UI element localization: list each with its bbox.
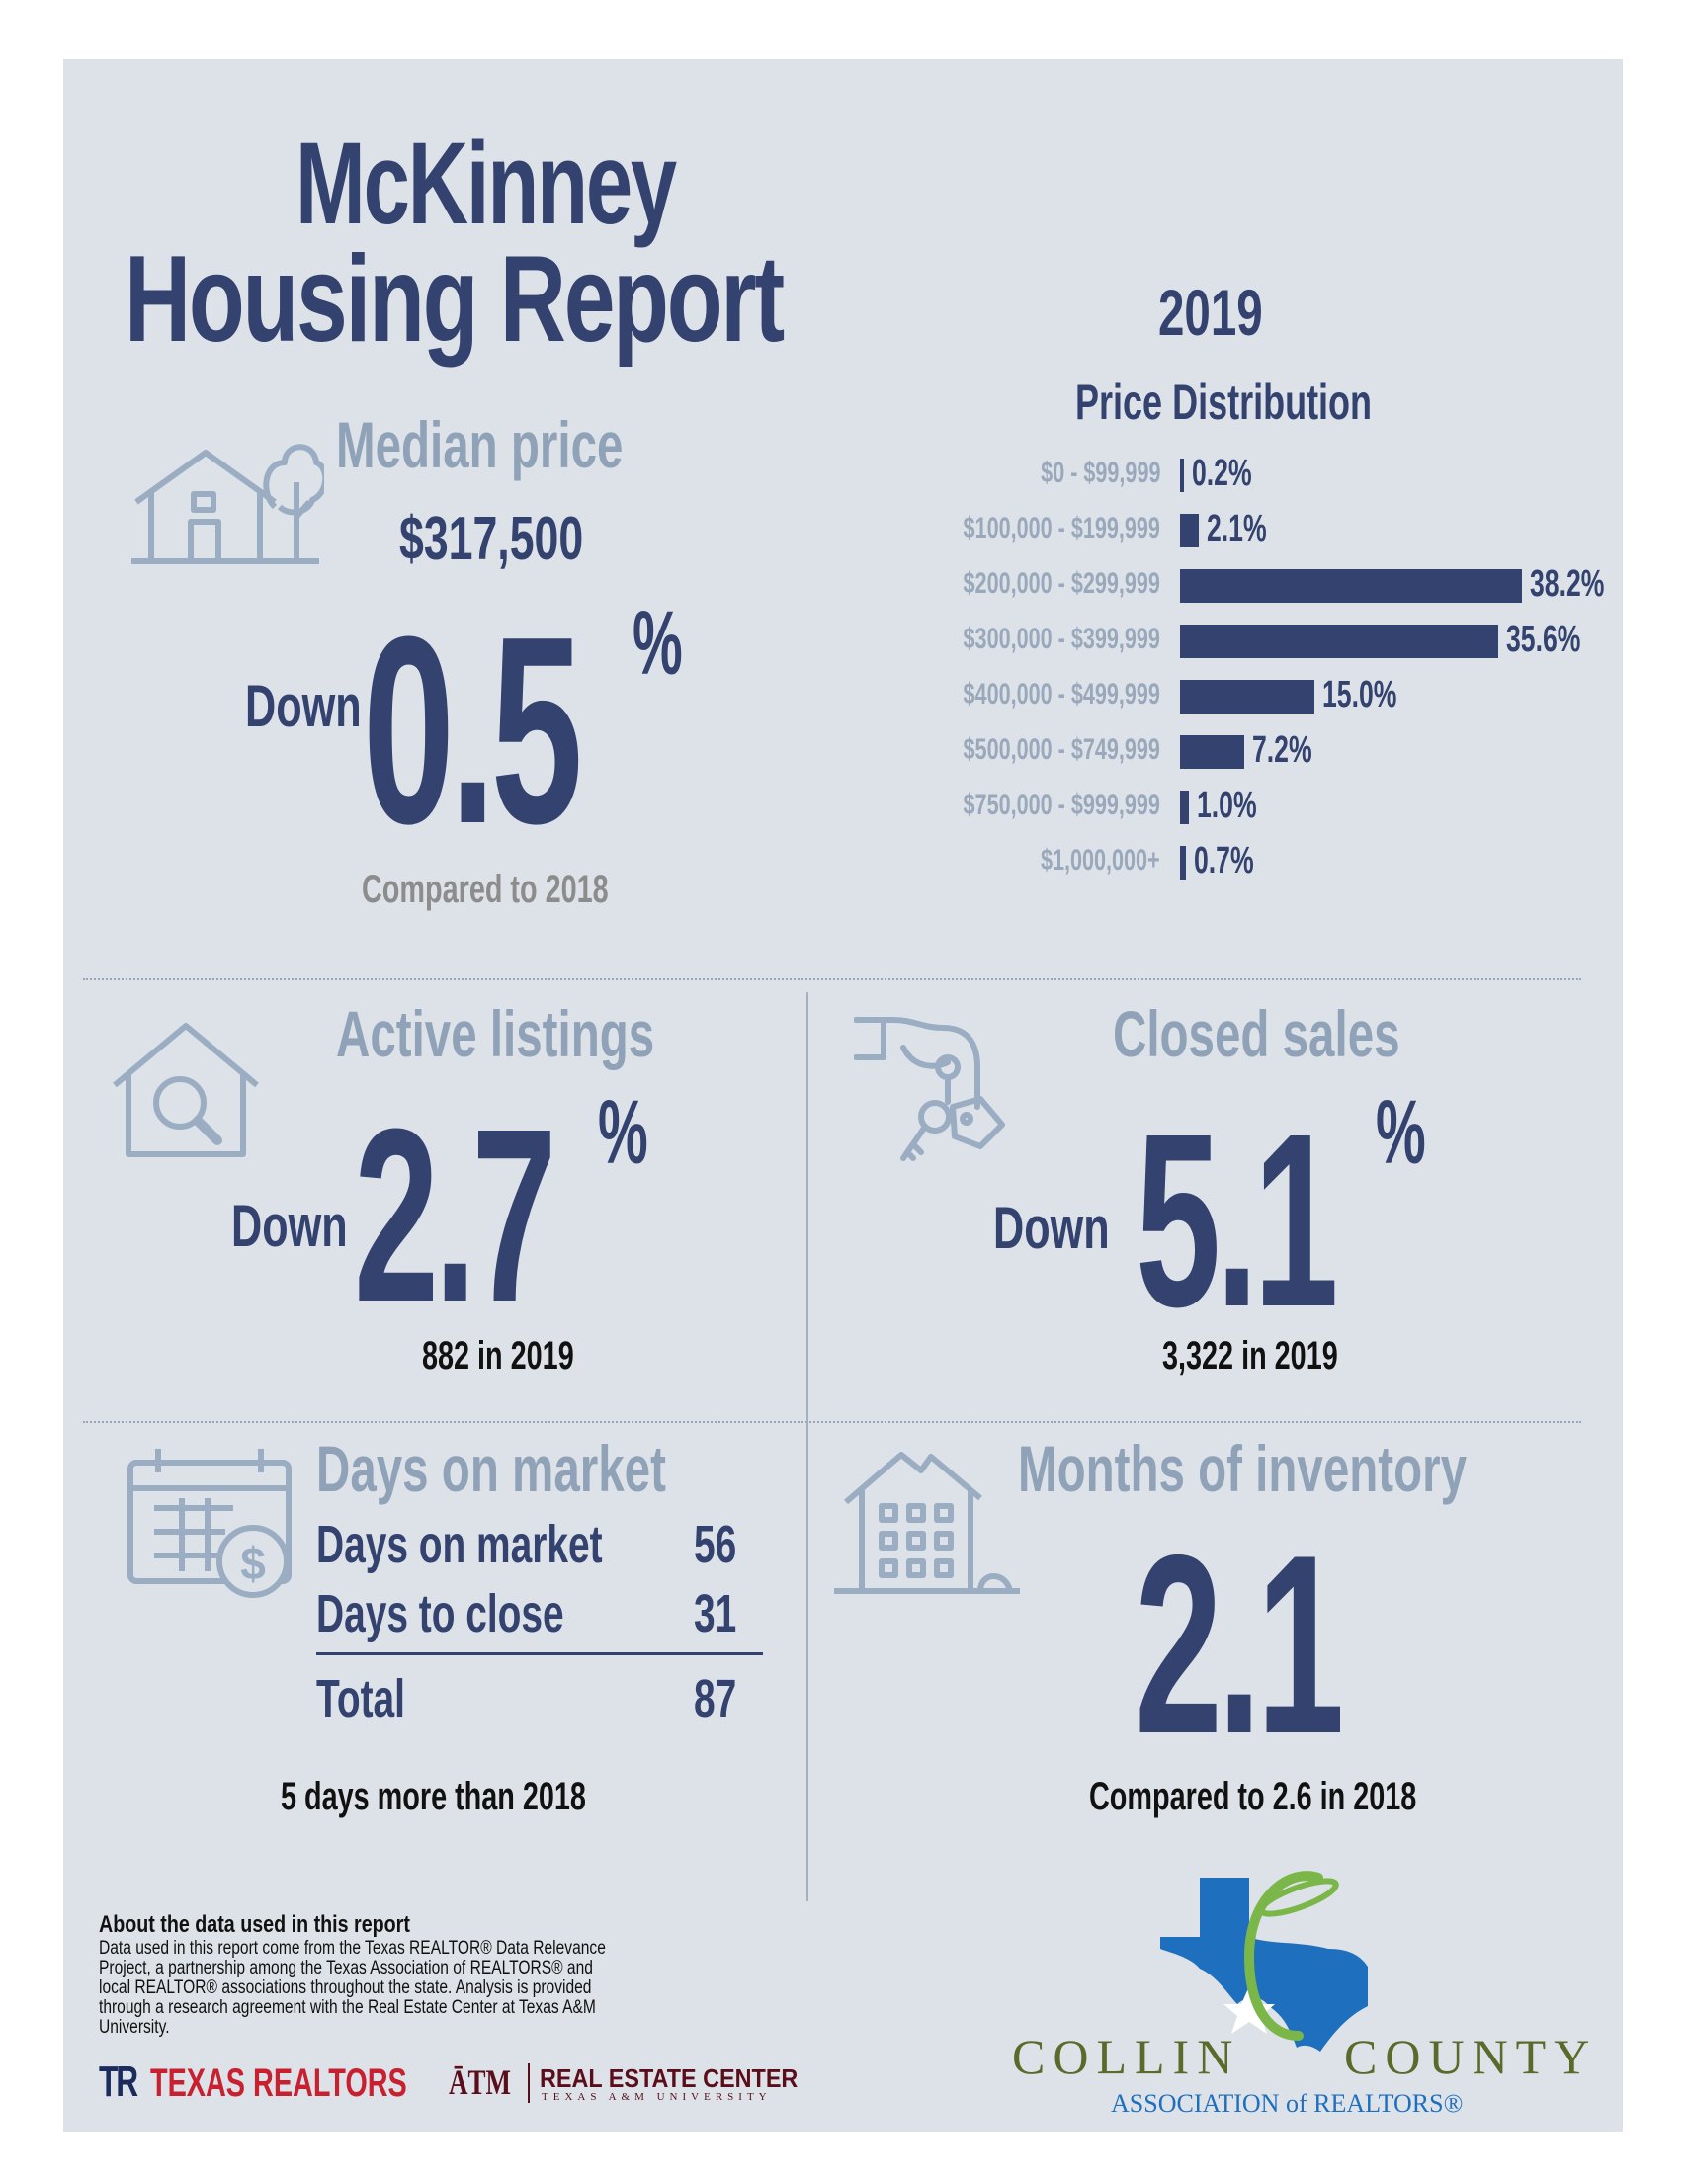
title-line-1: McKinney: [295, 119, 677, 249]
active-note: 882 in 2019: [422, 1334, 574, 1378]
texas-map-icon: [1160, 1871, 1368, 2052]
divider-middle: [83, 1421, 1581, 1423]
chart-category-label: $1,000,000+: [1041, 844, 1160, 877]
rec-name: REAL ESTATE CENTER: [540, 2063, 799, 2093]
median-pct-sign: %: [633, 593, 683, 694]
days-table: Days on market 56 Days to close 31 Total…: [316, 1514, 763, 1741]
chart-value-label: 2.1%: [1207, 508, 1267, 549]
texas-realtors-name: TEXAS REALTORS: [150, 2061, 407, 2105]
price-distribution-chart: $0 - $99,999 0.2% $100,000 - $199,999 2.1% $…: [548, 453, 1623, 909]
median-comparison: Compared to 2018: [362, 868, 609, 911]
days-row-label: Days to close: [316, 1584, 564, 1643]
house-tree-icon: [127, 423, 329, 571]
chart-bar: [1180, 846, 1187, 880]
chart-category-label: $200,000 - $299,999: [963, 567, 1160, 600]
real-estate-center-logo: ĀTM REAL ESTATE CENTER TEXAS A&M UNIVERS…: [449, 2061, 798, 2111]
months-inventory-value: 2.1: [1135, 1501, 1344, 1787]
total-rule: [316, 1652, 763, 1655]
closed-note: 3,322 in 2019: [1162, 1334, 1338, 1378]
county-word: COUNTY: [1344, 2029, 1598, 2084]
collin-county-logo: COLLIN COUNTY ASSOCIATION of REALTORS®: [1002, 1858, 1635, 2118]
chart-bar: [1180, 459, 1184, 492]
active-direction: Down: [231, 1193, 348, 1259]
chart-bar: [1180, 514, 1199, 547]
chart-value-label: 0.2%: [1192, 453, 1252, 494]
days-on-market-heading: Days on market: [316, 1432, 666, 1505]
report-panel: McKinney Housing Report Median price $31…: [63, 59, 1623, 2132]
about-text: Data used in this report come from the T…: [99, 1938, 606, 2038]
closed-pct-sign: %: [1376, 1082, 1426, 1183]
chart-value-label: 1.0%: [1197, 785, 1257, 826]
chart-bar: [1180, 625, 1499, 658]
chart-value-label: 38.2%: [1529, 563, 1605, 605]
days-row-value: 31: [694, 1584, 737, 1643]
days-row-value: 56: [694, 1515, 737, 1574]
median-change-value: 0.5: [363, 582, 583, 880]
chart-category-label: $300,000 - $399,999: [963, 623, 1160, 655]
texas-realtors-logo: TR TEXAS REALTORS: [99, 2058, 407, 2107]
median-price-heading: Median price: [336, 408, 624, 481]
chart-value-label: 35.6%: [1506, 619, 1581, 660]
chart-bar: [1180, 680, 1314, 714]
rec-subtitle: TEXAS A&M UNIVERSITY: [542, 2091, 772, 2103]
chart-bar: [1180, 791, 1190, 824]
chart-category-label: $400,000 - $499,999: [963, 678, 1160, 711]
median-price-value: $317,500: [399, 505, 584, 573]
active-change-value: 2.7: [354, 1077, 557, 1353]
divider-vertical: [806, 992, 808, 1901]
report-year: 2019: [1158, 276, 1263, 349]
chart-bar: [1180, 735, 1245, 769]
chart-value-label: 15.0%: [1321, 674, 1397, 715]
title-line-2: Housing Report: [125, 231, 785, 368]
hand-keys-icon: [853, 1008, 1032, 1186]
days-total-value: 87: [694, 1669, 737, 1728]
active-pct-sign: %: [598, 1082, 648, 1183]
about-title: About the data used in this report: [99, 1911, 410, 1938]
chart-category-label: $100,000 - $199,999: [963, 512, 1160, 545]
closed-sales-heading: Closed sales: [1113, 997, 1400, 1070]
collin-word: COLLIN: [1012, 2029, 1241, 2084]
chart-category-label: $500,000 - $749,999: [963, 733, 1160, 766]
days-note: 5 days more than 2018: [281, 1775, 586, 1818]
svg-text:$: $: [240, 1538, 266, 1589]
months-note: Compared to 2.6 in 2018: [1089, 1775, 1417, 1818]
chart-value-label: 7.2%: [1252, 729, 1312, 771]
logo-divider: [528, 2063, 530, 2103]
association-name: ASSOCIATION of REALTORS®: [1111, 2089, 1464, 2118]
chart-category-label: $750,000 - $999,999: [963, 789, 1160, 821]
chart-value-label: 0.7%: [1194, 840, 1254, 882]
days-total-label: Total: [316, 1669, 405, 1728]
apartment-building-icon: [832, 1443, 1030, 1611]
months-inventory-heading: Months of inventory: [1018, 1432, 1468, 1505]
divider-top: [83, 978, 1581, 980]
calendar-dollar-icon: $: [127, 1443, 304, 1611]
closed-direction: Down: [993, 1195, 1110, 1261]
chart-title: Price Distribution: [1075, 375, 1373, 430]
chart-bar: [1180, 569, 1522, 603]
tr-mark: TR: [99, 2058, 138, 2106]
closed-change-value: 5.1: [1136, 1082, 1339, 1358]
active-listings-heading: Active listings: [336, 997, 655, 1070]
house-magnifier-icon: [107, 1016, 265, 1164]
days-row-label: Days on market: [316, 1515, 603, 1574]
median-direction: Down: [245, 673, 362, 739]
atm-mark: ĀTM: [449, 2062, 511, 2102]
chart-category-label: $0 - $99,999: [1040, 457, 1160, 489]
